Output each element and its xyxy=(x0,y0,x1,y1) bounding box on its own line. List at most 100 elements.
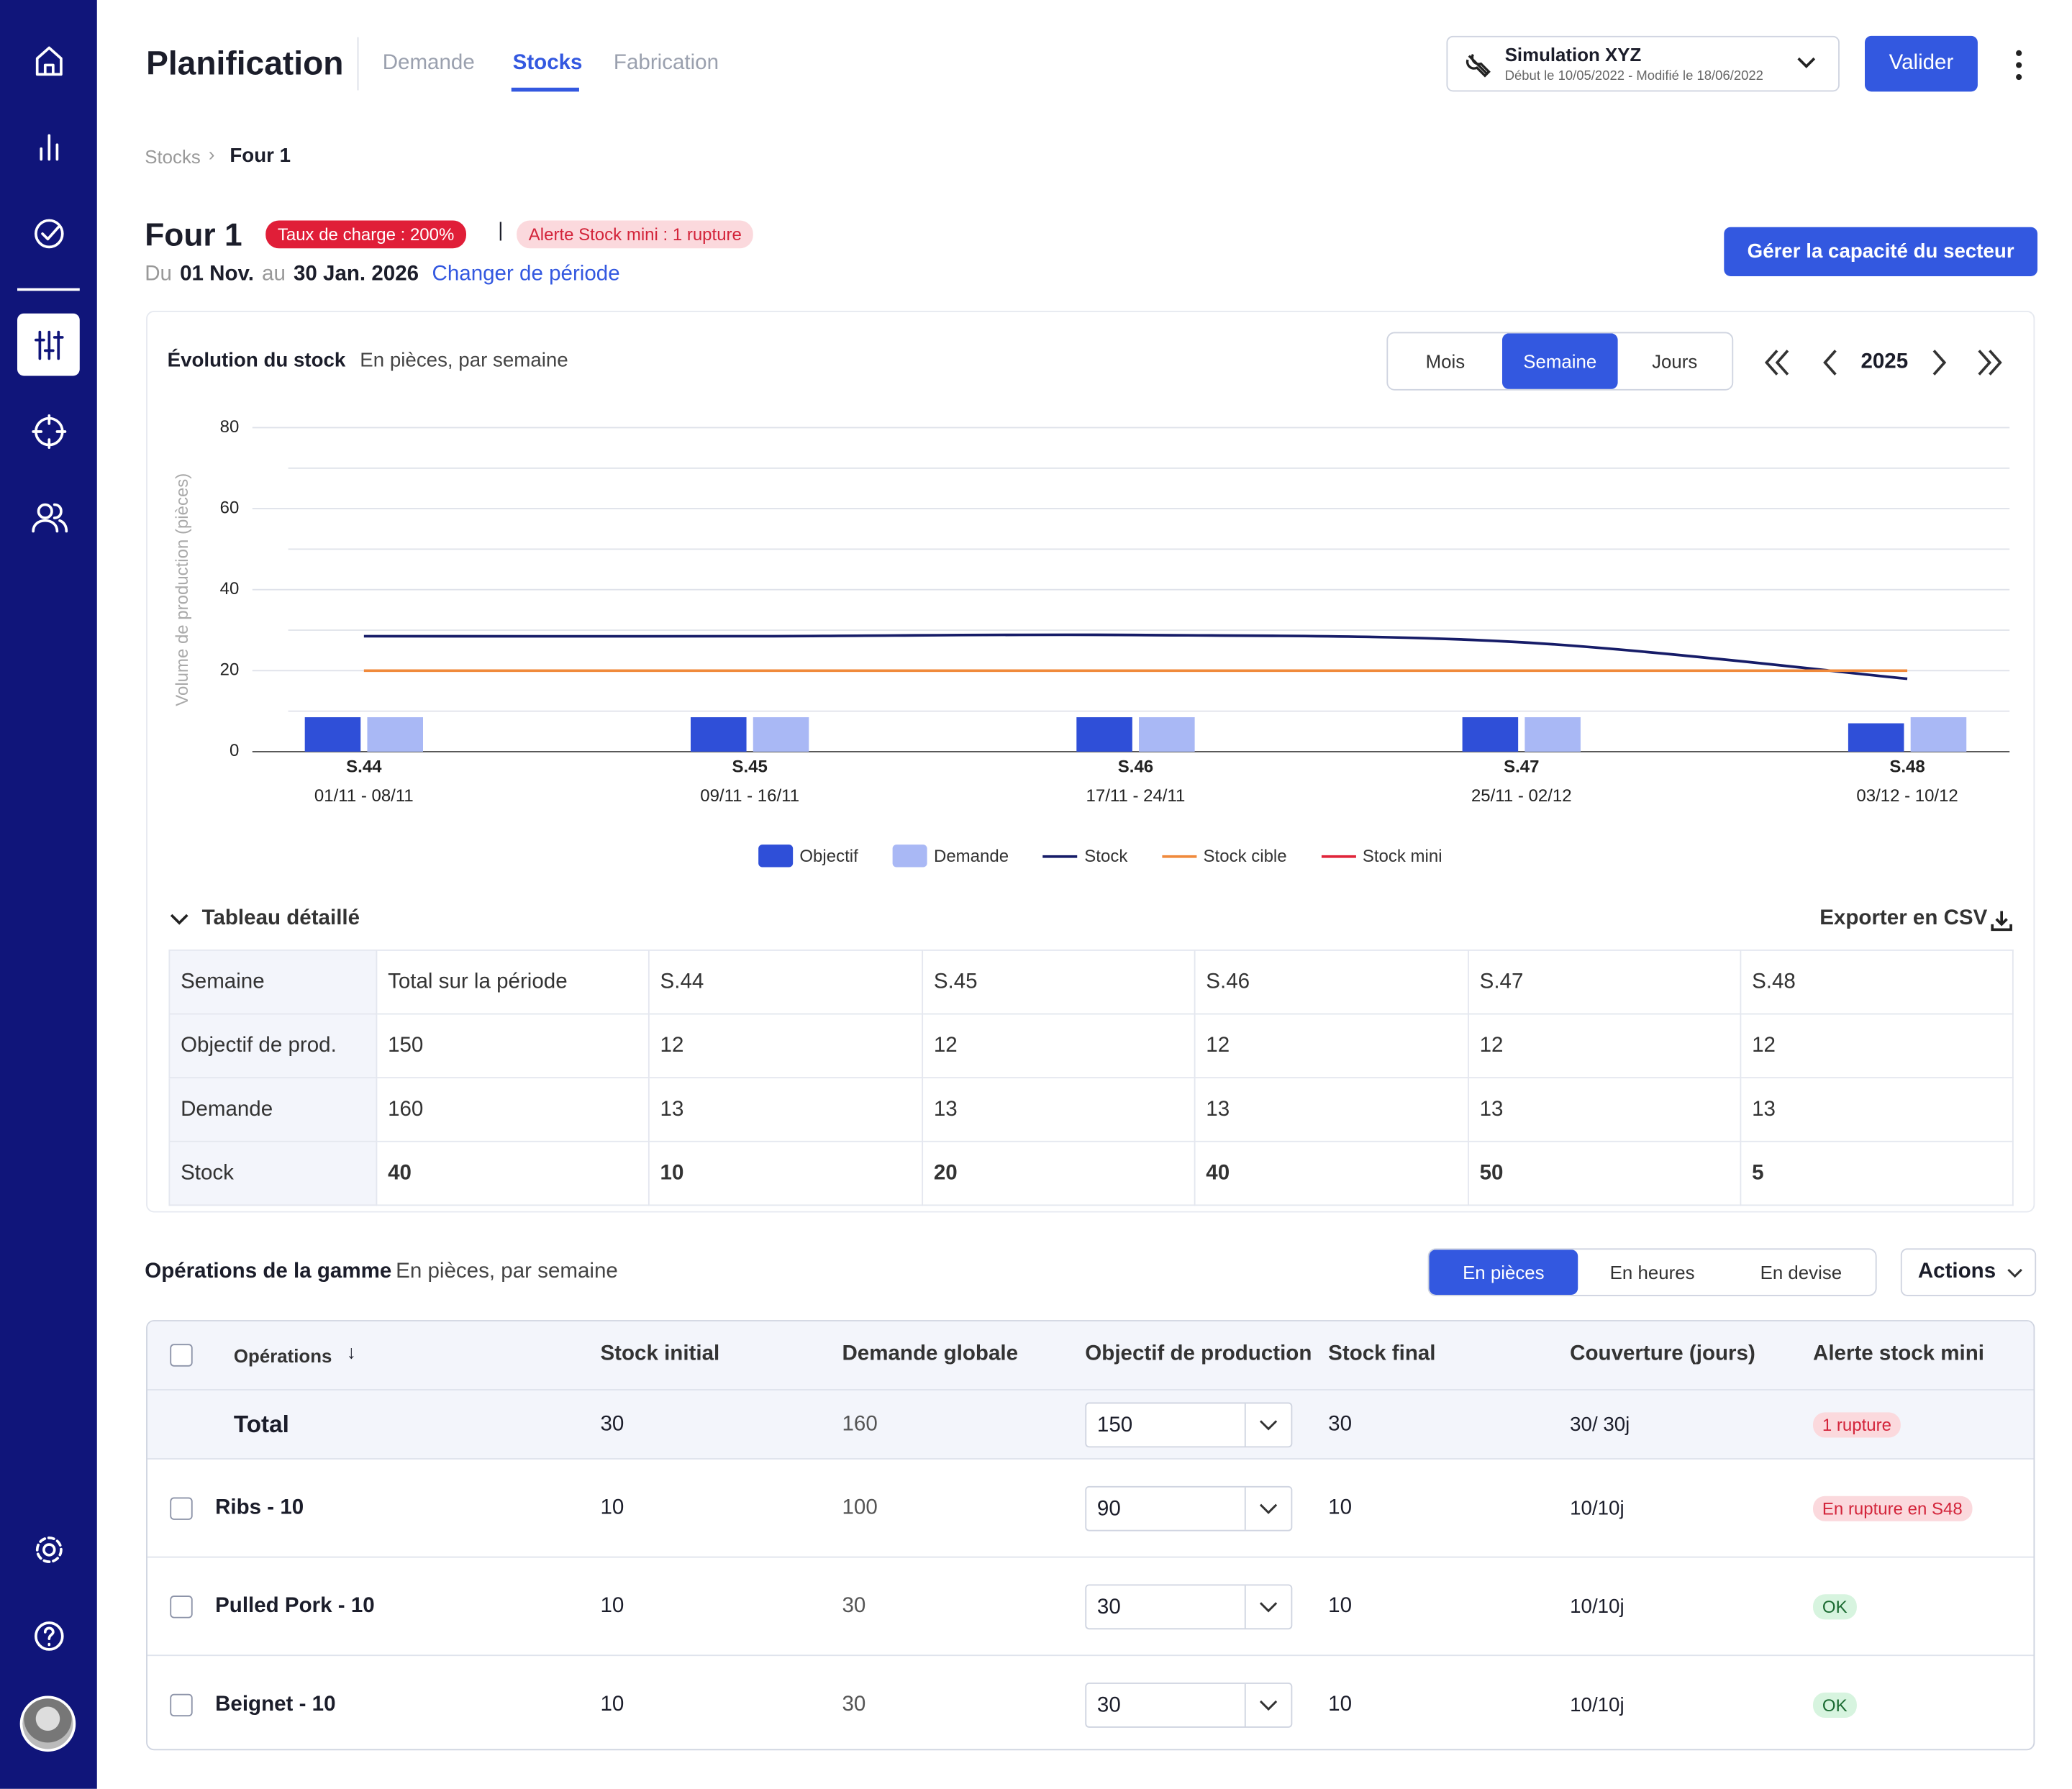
objective-input[interactable]: 30 xyxy=(1085,1584,1293,1630)
bar xyxy=(1848,723,1904,752)
table-cell: 30 xyxy=(600,1413,624,1436)
table-row: Objectif de prod. 150 12 12 12 12 12 xyxy=(168,1013,2014,1079)
simulation-select[interactable]: Simulation XYZ Début le 10/05/2022 - Mod… xyxy=(1446,35,1840,92)
view-mode[interactable]: Jours xyxy=(1652,350,1698,372)
users-icon[interactable] xyxy=(29,498,69,537)
legend-item: Objectif xyxy=(758,845,858,868)
dropdown-button[interactable] xyxy=(1244,1585,1291,1629)
table-cell: 150 xyxy=(376,1013,650,1079)
change-period-link[interactable]: Changer de période xyxy=(432,263,620,286)
input-value: 90 xyxy=(1096,1498,1121,1521)
table-cell: S.46 xyxy=(1194,949,1469,1015)
bar xyxy=(690,717,747,752)
home-icon[interactable] xyxy=(29,41,69,81)
objective-input[interactable]: 90 xyxy=(1085,1485,1293,1531)
checkbox[interactable] xyxy=(170,1693,193,1717)
chart-title: Évolution du stock xyxy=(167,349,346,372)
dropdown-button[interactable] xyxy=(1244,1403,1291,1447)
next-button[interactable] xyxy=(1932,350,1947,375)
x-tick-label: S.44 xyxy=(346,757,382,776)
column-header: Couverture (jours) xyxy=(1570,1342,1755,1365)
legend-label: Demande xyxy=(933,845,1009,866)
tab-active[interactable]: Stocks xyxy=(512,51,583,75)
badge-alert: Alerte Stock mini : 1 rupture xyxy=(517,220,754,249)
objective-input[interactable]: 30 xyxy=(1085,1683,1293,1728)
chart-subtitle: En pièces, par semaine xyxy=(360,349,568,372)
stats-icon[interactable] xyxy=(29,127,69,167)
legend-item: Stock cible xyxy=(1162,845,1287,867)
collapse-chevron[interactable] xyxy=(168,911,190,929)
column-header: Objectif de production xyxy=(1085,1342,1312,1365)
simulation-name: Simulation XYZ xyxy=(1504,43,1642,65)
y-tick-label: 20 xyxy=(220,660,240,680)
export-link[interactable]: Exporter en CSV xyxy=(1819,906,1988,930)
chevron xyxy=(1259,1700,1278,1711)
column-header[interactable]: Opérations xyxy=(233,1345,332,1367)
table-cell: Stock xyxy=(168,1140,378,1206)
tab[interactable]: Fabrication xyxy=(613,51,719,75)
input-value: 30 xyxy=(1096,1596,1121,1619)
y-tick-label: 80 xyxy=(220,417,240,437)
section-title[interactable]: Tableau détaillé xyxy=(201,906,360,930)
date: 01 Nov. xyxy=(180,263,254,286)
table-cell: S.48 xyxy=(1740,949,2014,1015)
check-icon[interactable] xyxy=(29,214,69,253)
table-cell: 40 xyxy=(1194,1140,1469,1206)
breadcrumb-item[interactable]: Stocks xyxy=(145,146,201,168)
checkbox[interactable] xyxy=(170,1595,193,1619)
view-mode[interactable]: Mois xyxy=(1425,350,1466,372)
prev-button[interactable] xyxy=(1823,350,1837,375)
chart: Volume de production (pièces) 0 20 40 60 80 S… xyxy=(173,417,2010,806)
legend-item: Demande xyxy=(892,845,1009,868)
table-cell: 5 xyxy=(1740,1140,2014,1206)
tab[interactable]: Demande xyxy=(382,51,475,75)
table-cell: 10 xyxy=(600,1595,624,1618)
bar xyxy=(304,717,361,752)
last-button[interactable] xyxy=(1978,350,2002,375)
more-menu[interactable] xyxy=(2008,47,2030,82)
table-cell: 10 xyxy=(1328,1693,1353,1716)
checkbox[interactable] xyxy=(170,1344,193,1367)
table-row: Ribs - 10 10 100 90 10 10/10j En rupture en S4… xyxy=(147,1458,2034,1557)
checkbox[interactable] xyxy=(170,1497,193,1520)
settings-sliders-icon[interactable] xyxy=(29,325,69,365)
table-cell: 160 xyxy=(376,1077,650,1142)
breadcrumb-item: Four 1 xyxy=(230,145,291,168)
x-tick-date: 25/11 - 02/12 xyxy=(1471,786,1572,806)
view-mode-active[interactable]: Semaine xyxy=(1502,333,1617,389)
table-cell: 30 xyxy=(842,1595,866,1618)
help-icon[interactable] xyxy=(29,1616,69,1656)
dropdown-button[interactable] xyxy=(1244,1487,1291,1530)
date: 30 Jan. 2026 xyxy=(293,263,419,286)
chevron xyxy=(1259,1420,1278,1431)
legend-swatch xyxy=(1043,854,1078,857)
x-tick-date: 03/12 - 10/12 xyxy=(1856,786,1958,806)
gear-icon[interactable] xyxy=(29,1530,69,1570)
capacity-button[interactable]: Gérer la capacité du secteur xyxy=(1724,227,2037,276)
table-cell: 13 xyxy=(1467,1077,1742,1142)
legend-item: Stock xyxy=(1043,845,1127,867)
period: Du 01 Nov. au 30 Jan. 2026 Changer de pé… xyxy=(145,263,619,287)
legend: Objectif Demande Stock Stock cible Stock min… xyxy=(758,845,1442,868)
unit[interactable]: En devise xyxy=(1760,1261,1842,1283)
actions-dropdown[interactable]: Actions xyxy=(1900,1248,2037,1296)
target-icon[interactable] xyxy=(29,411,69,451)
year-nav xyxy=(1764,350,2002,375)
first-button[interactable] xyxy=(1764,350,1789,375)
unit-active[interactable]: En pièces xyxy=(1429,1249,1578,1295)
bar xyxy=(753,717,809,752)
table-cell: 13 xyxy=(922,1077,1196,1142)
operations-table: Opérations Stock initial Demande globale Ob… xyxy=(146,1320,2035,1751)
table-row: Beignet - 10 10 30 30 10 10/10j OK xyxy=(147,1654,2034,1749)
objective-input[interactable]: 150 xyxy=(1085,1402,1293,1448)
input-value: 30 xyxy=(1096,1694,1121,1718)
table-cell: Objectif de prod. xyxy=(168,1013,378,1079)
table-cell: 100 xyxy=(842,1496,878,1519)
table-cell: 10/10j xyxy=(1570,1497,1625,1520)
dropdown-button[interactable] xyxy=(1244,1683,1291,1726)
unit[interactable]: En heures xyxy=(1609,1261,1695,1283)
avatar[interactable] xyxy=(19,1695,76,1752)
validate-button[interactable]: Valider xyxy=(1864,35,1978,92)
